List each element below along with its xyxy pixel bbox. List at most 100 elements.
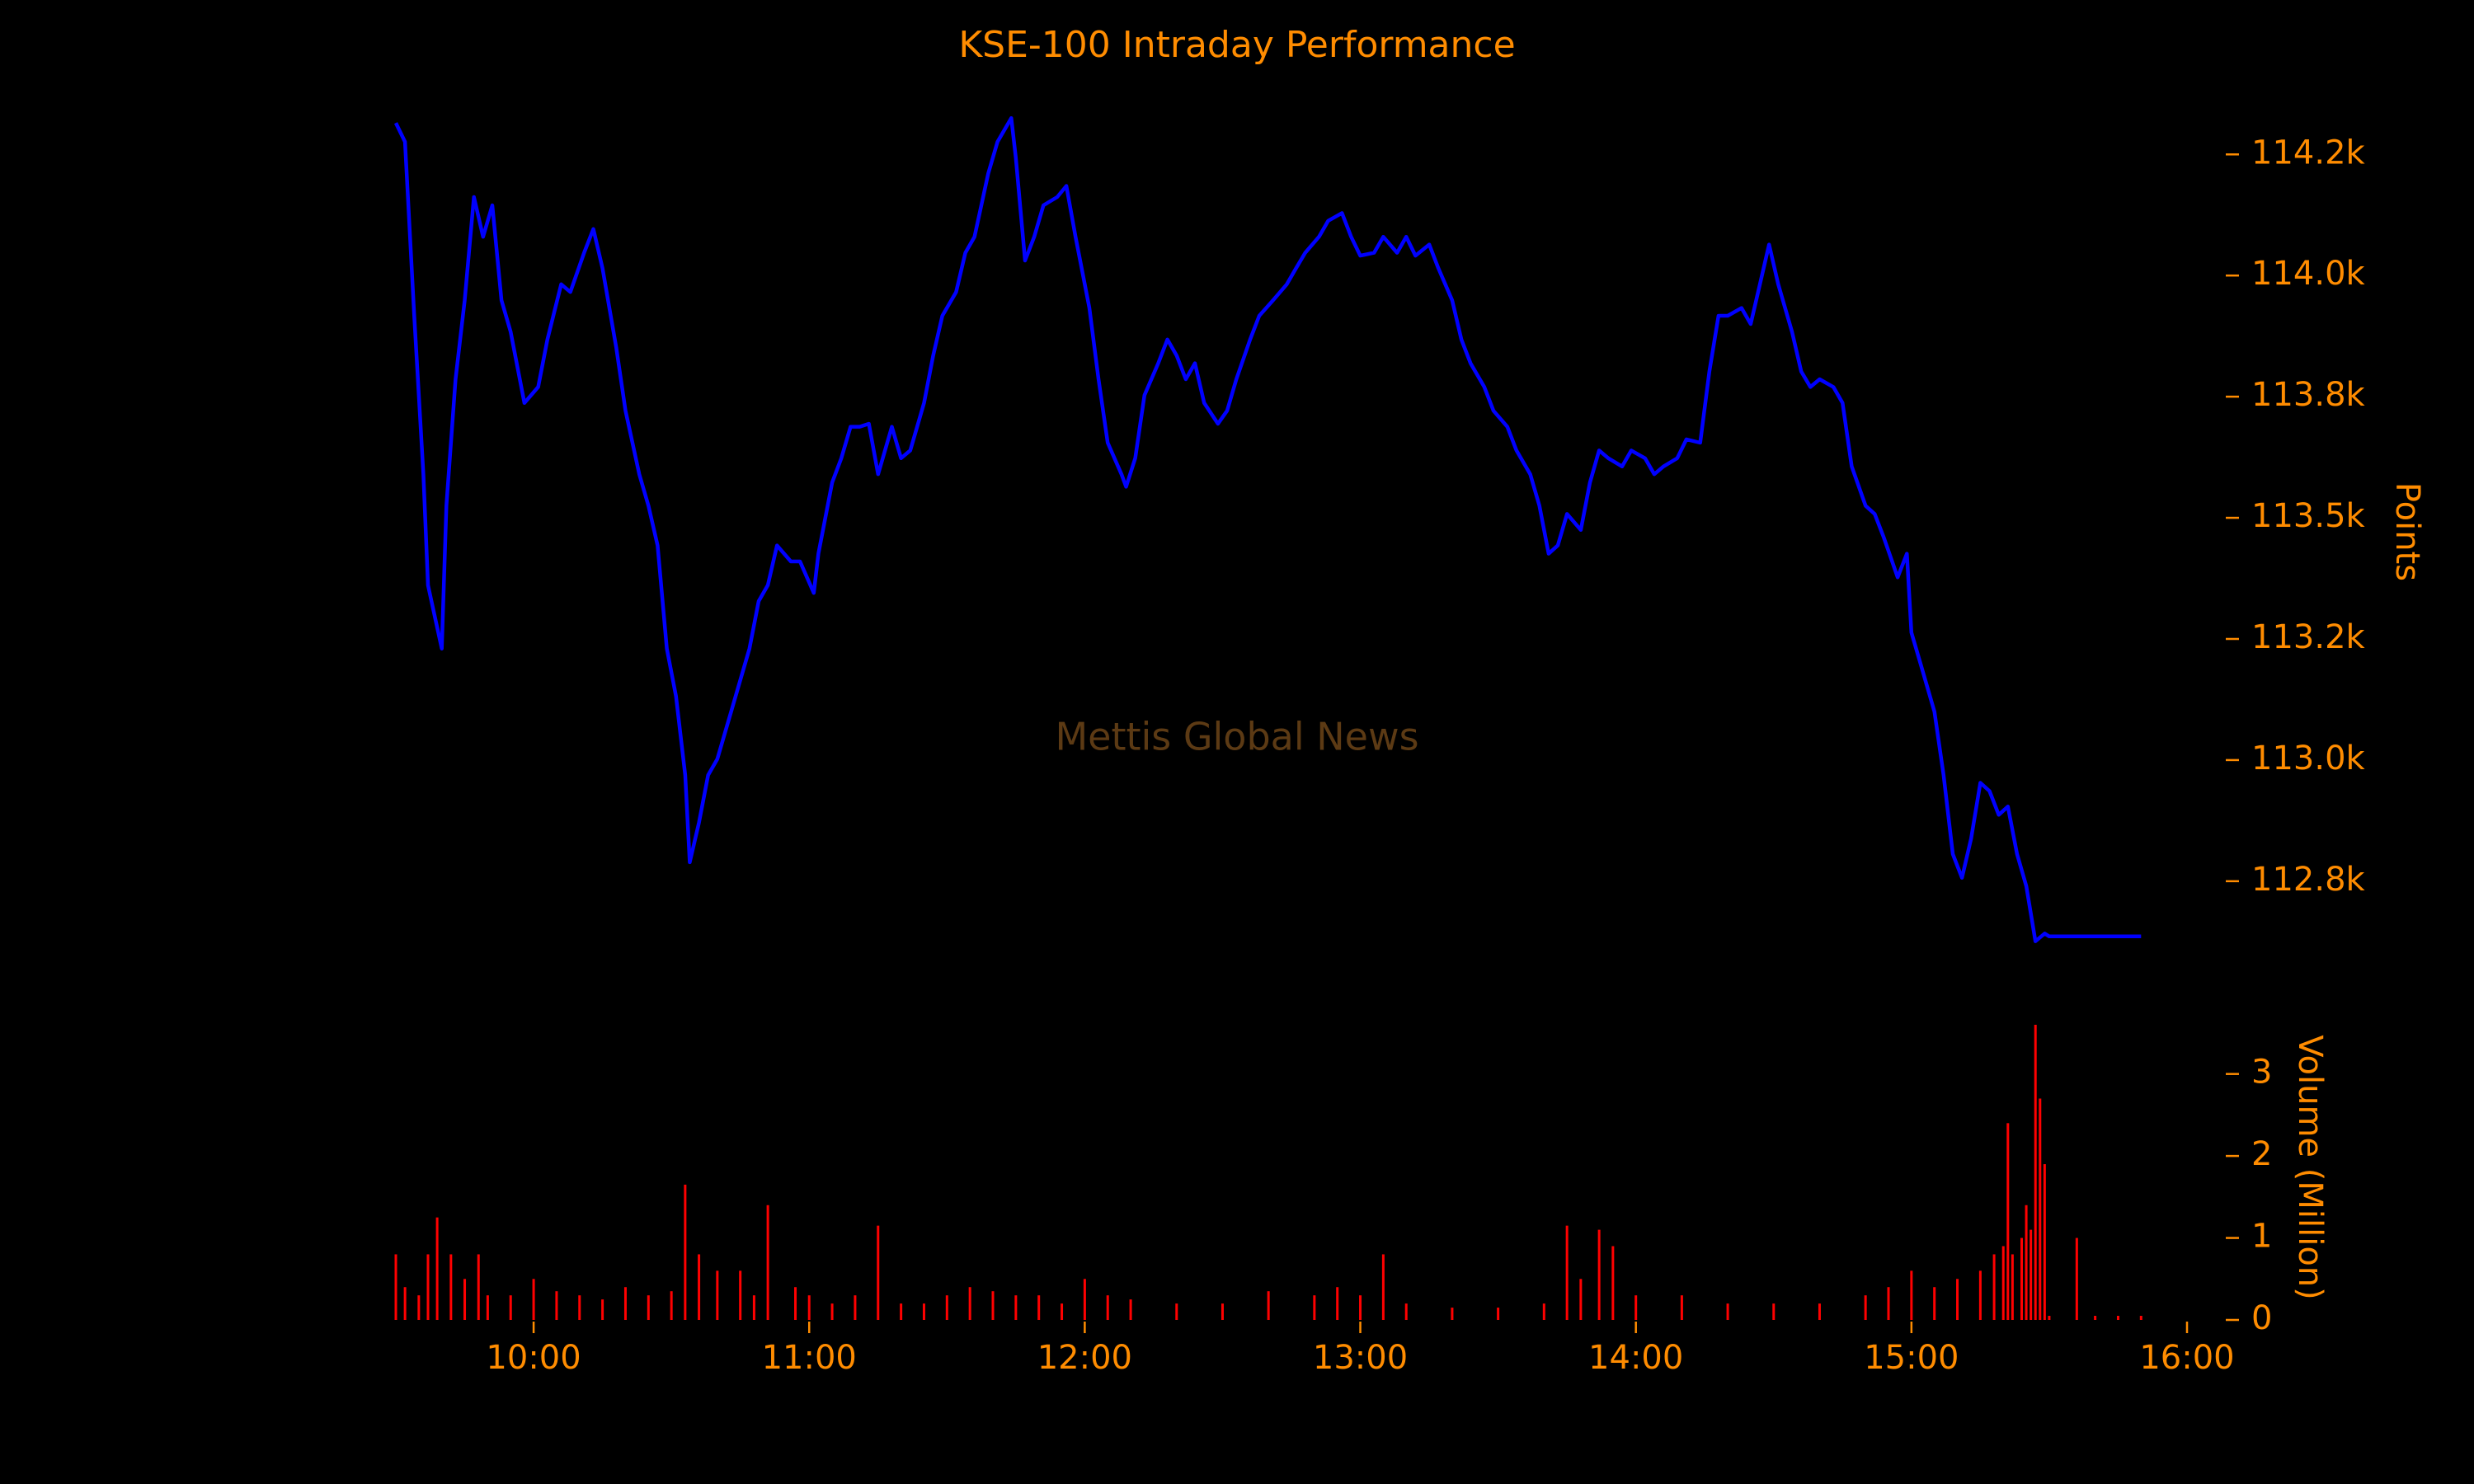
volume-bar — [1542, 1303, 1545, 1320]
volume-bar — [1037, 1295, 1041, 1320]
volume-bar — [900, 1303, 903, 1320]
volume-bar — [1451, 1308, 1454, 1320]
volume-bar — [830, 1303, 834, 1320]
y-tick-label: 112.8k — [2251, 861, 2366, 899]
volume-bar — [1597, 1229, 1601, 1320]
watermark: Mettis Global News — [1055, 715, 1418, 759]
y-tick-label: 114.0k — [2251, 255, 2366, 293]
volume-bar — [486, 1295, 489, 1320]
volume-bar — [394, 1254, 397, 1320]
x-tick-label: 13:00 — [1313, 1339, 1408, 1377]
volume-bar — [1336, 1287, 1339, 1320]
volume-bar — [877, 1225, 880, 1320]
volume-bar — [1014, 1295, 1018, 1320]
volume-bar — [1818, 1303, 1821, 1320]
volume-bar — [2043, 1164, 2046, 1320]
volume-bar — [435, 1217, 439, 1320]
y-tick-label: 113.5k — [2251, 497, 2366, 535]
volume-bar — [1565, 1225, 1569, 1320]
volume-bar — [922, 1303, 925, 1320]
volume-bar — [623, 1287, 627, 1320]
volume-bar — [670, 1291, 673, 1320]
volume-bar — [1313, 1295, 1316, 1320]
volume-bar — [1887, 1287, 1890, 1320]
volume-bar — [1175, 1303, 1178, 1320]
volume-bar — [1864, 1295, 1867, 1320]
x-tick-label: 12:00 — [1037, 1339, 1132, 1377]
volume-bar — [1106, 1295, 1109, 1320]
volume-bar — [1933, 1287, 1936, 1320]
volume-bar — [794, 1287, 797, 1320]
volume-bar — [2006, 1123, 2010, 1320]
y-tick-label: 0 — [2251, 1299, 2272, 1337]
volume-bar — [1611, 1246, 1615, 1320]
volume-bar — [1267, 1291, 1270, 1320]
price-line — [393, 115, 2142, 943]
volume-bar — [1061, 1303, 1064, 1320]
y-axis-label: Volume (Million) — [2291, 1035, 2329, 1299]
y-tick-label: 2 — [2251, 1135, 2272, 1173]
volume-bar — [991, 1291, 995, 1320]
volume-bar — [463, 1279, 467, 1320]
volume-bar — [1221, 1303, 1224, 1320]
volume-bar — [2025, 1205, 2028, 1320]
volume-bar — [601, 1299, 604, 1320]
volume-bar — [698, 1254, 701, 1320]
volume-bar — [2001, 1246, 2005, 1320]
volume-bar — [1404, 1303, 1408, 1320]
volume-bar — [647, 1295, 650, 1320]
volume-bar — [2139, 1316, 2142, 1320]
volume-bar — [1680, 1295, 1683, 1320]
volume-bar — [449, 1254, 453, 1320]
volume-bar — [807, 1295, 811, 1320]
volume-bar — [1381, 1254, 1385, 1320]
volume-bar — [1726, 1303, 1729, 1320]
volume-bar — [1497, 1308, 1500, 1320]
volume-bar — [752, 1295, 755, 1320]
volume-bar — [1129, 1299, 1132, 1320]
volume-bar — [1083, 1279, 1086, 1320]
volume-bar — [766, 1205, 769, 1320]
chart-title: KSE-100 Intraday Performance — [958, 24, 1515, 66]
volume-bar — [509, 1295, 512, 1320]
volume-bar — [2039, 1098, 2042, 1320]
volume-bar — [1956, 1279, 1959, 1320]
volume-bar — [1579, 1279, 1583, 1320]
volume-bar — [2011, 1254, 2014, 1320]
volume-bar — [2075, 1237, 2078, 1320]
volume-bar — [2034, 1025, 2037, 1320]
x-tick-label: 11:00 — [762, 1339, 857, 1377]
y-tick-label: 114.2k — [2251, 134, 2366, 171]
y-tick-label: 3 — [2251, 1054, 2272, 1092]
y-tick-label: 113.2k — [2251, 618, 2366, 656]
volume-bar — [1992, 1254, 1996, 1320]
volume-bar — [417, 1295, 421, 1320]
x-tick-label: 10:00 — [486, 1339, 581, 1377]
volume-bar — [2030, 1229, 2033, 1320]
volume-bar — [968, 1287, 971, 1320]
volume-bar — [2048, 1316, 2051, 1320]
volume-bar — [945, 1295, 948, 1320]
volume-bar — [854, 1295, 857, 1320]
y-tick-label: 113.8k — [2251, 376, 2366, 414]
volume-bar — [1634, 1295, 1638, 1320]
volume-bar — [1910, 1270, 1913, 1320]
volume-bar — [477, 1254, 480, 1320]
volume-bar — [2020, 1237, 2024, 1320]
y-tick-label: 1 — [2251, 1218, 2272, 1256]
y-axis-label: Points — [2388, 482, 2426, 581]
x-tick-label: 16:00 — [2139, 1339, 2234, 1377]
volume-bar — [426, 1254, 430, 1320]
volume-bar — [403, 1287, 407, 1320]
y-tick-label: 113.0k — [2251, 740, 2366, 777]
x-tick-label: 14:00 — [1588, 1339, 1683, 1377]
volume-bar — [716, 1270, 719, 1320]
volume-bar — [2094, 1316, 2097, 1320]
volume-bar — [1978, 1270, 1982, 1320]
volume-bar — [555, 1291, 558, 1320]
x-tick-label: 15:00 — [1864, 1339, 1959, 1377]
volume-bar — [1772, 1303, 1776, 1320]
volume-bar — [578, 1295, 581, 1320]
